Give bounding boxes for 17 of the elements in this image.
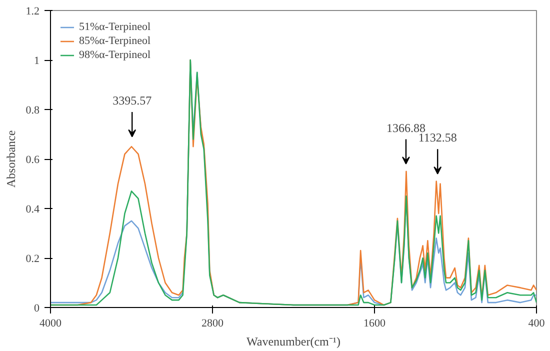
y-tick-label: 1.2 [26, 6, 40, 18]
x-tick-label: 2800 [202, 318, 224, 330]
y-axis-title: Absorbance [4, 130, 18, 188]
y-tick-label: 0.6 [26, 154, 40, 166]
y-tick-label: 0.2 [26, 253, 40, 265]
y-tick-label: 0 [34, 302, 40, 314]
x-axis-title: Wavenumber(cm⁻¹) [246, 334, 340, 348]
x-tick-label: 1600 [364, 318, 386, 330]
legend-label: 98%α-Terpineol [79, 48, 151, 62]
y-tick-label: 0.8 [26, 104, 40, 116]
x-tick-label: 400 [528, 318, 546, 330]
x-tick-label: 4000 [40, 318, 62, 330]
legend-label: 85%α-Terpineol [79, 34, 151, 48]
y-tick-label: 0.4 [26, 204, 40, 216]
annotation: 3395.57 [112, 94, 152, 108]
legend-label: 51%α-Terpineol [79, 20, 151, 34]
y-tick-label: 1 [34, 55, 40, 67]
